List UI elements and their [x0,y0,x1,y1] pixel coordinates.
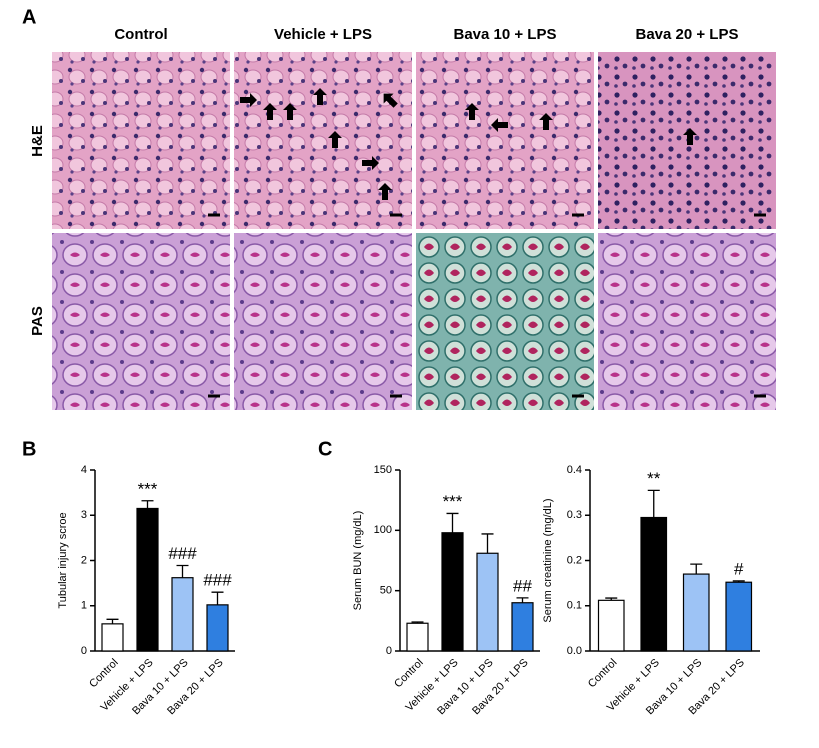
bar [511,602,534,652]
arrow [328,131,342,148]
bar [101,623,124,652]
bar [171,577,194,652]
y-axis-label: Serum BUN (mg/dL) [352,511,364,611]
bar [206,604,229,652]
error-bar [605,597,618,601]
y-tick-label: 0.3 [567,509,582,521]
y-tick-label: 50 [380,585,392,597]
error-bar [481,533,494,554]
bar [136,507,159,652]
row-label: H&E [29,125,46,157]
y-tick-label: 0.4 [567,464,582,476]
significance-label: ### [168,544,197,563]
arrow [283,103,297,120]
arrow [683,128,697,145]
y-tick-label: 3 [81,509,87,521]
histology-image [416,233,594,410]
error-bar [516,597,529,603]
arrow [539,113,553,130]
error-bar [690,563,703,575]
y-tick-label: 0 [81,645,87,657]
histology-image [52,233,230,410]
y-tick-label: 0.1 [567,600,582,612]
y-tick-label: 4 [81,464,87,476]
panel-label: B [22,438,36,460]
y-tick-label: 100 [374,524,392,536]
bar [640,516,668,652]
arrow [263,103,277,120]
error-bar [141,500,154,509]
y-tick-label: 150 [374,464,392,476]
error-bar [732,580,745,583]
y-axis-label: Tubular injury scroe [57,512,69,608]
column-header: Bava 10 + LPS [454,26,557,43]
significance-label: ## [513,576,532,595]
panel-label: A [22,6,36,28]
arrow [378,183,392,200]
arrow [313,88,327,105]
error-bar [446,512,459,533]
bar [441,532,464,652]
y-tick-label: 0.0 [567,645,582,657]
significance-label: ### [203,571,232,590]
histology-image [598,233,776,410]
error-bar [106,618,119,624]
arrow [240,93,257,107]
bar [725,581,753,652]
error-bar [176,564,189,578]
histology-image [52,52,230,229]
x-tick-label: Control [87,657,121,691]
panel-label: C [318,438,332,460]
arrow [362,156,379,170]
y-axis-label: Serum creatinine (mg/dL) [542,498,554,622]
significance-label: *** [443,492,463,511]
histology-image [234,52,412,229]
arrow [465,103,479,120]
column-header: Vehicle + LPS [274,26,372,43]
y-tick-label: 1 [81,600,87,612]
error-bar [211,591,224,605]
bar [406,622,429,652]
arrow [491,118,508,132]
significance-label: ** [647,469,661,488]
y-tick-label: 2 [81,554,87,566]
arrow [383,93,398,108]
significance-label: *** [138,479,158,498]
histology-image [416,52,594,229]
bar [597,599,625,652]
error-bar [647,489,660,518]
x-tick-label: Control [586,657,620,691]
bar [476,552,499,652]
error-bar [411,621,424,624]
histology-image [234,233,412,410]
bar [682,573,710,652]
significance-label: # [734,559,744,578]
y-tick-label: 0.2 [567,554,582,566]
x-tick-label: Control [392,657,426,691]
histology-grid [52,52,776,410]
y-tick-label: 0 [386,645,392,657]
row-label: PAS [29,306,46,336]
column-header: Control [114,26,167,43]
column-header: Bava 20 + LPS [636,26,739,43]
